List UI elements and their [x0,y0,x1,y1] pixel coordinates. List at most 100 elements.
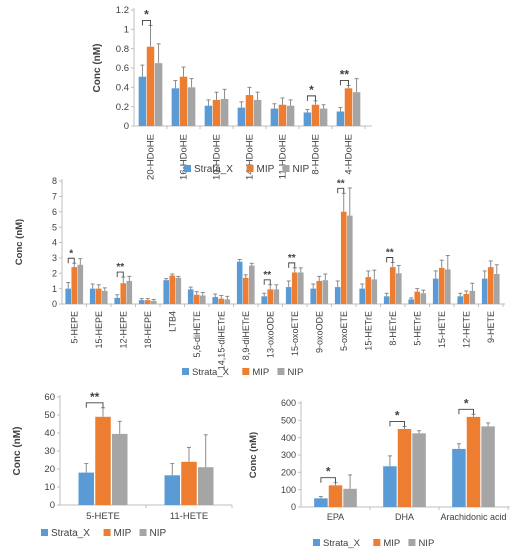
bar-mip-4 [169,275,176,304]
bar-mip-1 [179,76,188,126]
x-tick-label: 5-HETrE [412,311,422,346]
legend-label-mip: MIP [252,367,269,378]
x-tick-label: 14,15-diHETrE [216,311,226,370]
bar-mip-5 [193,294,200,304]
significance-bracket [116,271,124,278]
bar-strata_x-0 [138,76,147,126]
bar-strata_x-7 [236,261,243,304]
x-tick-label: DHA [395,512,414,522]
significance-label: ** [386,247,394,258]
bar-mip-5 [311,104,320,126]
bar-mip-11 [340,211,347,304]
bar-mip-4 [278,104,287,126]
significance-label: ** [263,270,271,281]
significance-bracket [389,420,405,427]
x-tick-label: 11-HDoHE [278,134,289,179]
y-tick-label: 0 [50,500,55,511]
y-tick-label: 0 [52,299,57,309]
bar-mip-1 [95,288,102,304]
significance-bracket [458,408,474,415]
legend-label-nip: NIP [418,538,434,549]
y-tick-label: 300 [281,450,296,460]
legend: Strata_X MIP NIP [41,528,167,539]
y-tick-label: 40 [44,428,55,439]
y-tick-label: 30 [44,446,55,457]
bar-strata_x-2 [114,297,121,304]
x-tick-label: Arachidonic acid [440,512,506,522]
significance-bracket [67,257,75,264]
bar-strata_x-12 [359,288,366,304]
y-tick-label: 10 [44,482,55,493]
bar-strata_x-1 [383,466,397,507]
legend-swatch-nip [277,368,285,375]
bar-strata_x-14 [408,299,415,304]
significance-label: * [144,7,149,21]
x-tick-label: LTB4 [167,311,177,332]
y-axis-title: Conc (nM) [12,427,23,476]
x-tick-label: 15-HETE [437,311,447,348]
x-tick-label: 9-oxoODE [314,311,324,353]
legend-swatch-nip [282,165,290,172]
significance-bracket [337,187,345,194]
x-tick-label: 8-HETrE [388,311,398,346]
bar-strata_x-15 [432,278,439,304]
legend-label-nip: NIP [293,164,310,175]
significance-label: * [309,83,314,97]
bar-strata_x-9 [285,287,292,304]
bar-nip-0 [154,63,163,126]
bar-nip-10 [322,280,329,304]
bar-nip-1 [101,290,108,304]
bar-nip-16 [469,290,476,304]
legend-swatch-mip [242,368,250,375]
legend-swatch-strata_x [41,529,48,536]
bar-nip-11 [346,215,353,304]
y-tick-label: 0.2 [116,102,129,113]
bar-strata_x-6 [336,111,345,126]
x-tick-label: 10-HDoHE [212,134,223,180]
bar-mip-2 [120,283,127,304]
bar-strata_x-5 [187,289,194,304]
bar-nip-15 [444,269,451,304]
bar-mip-8 [267,289,274,304]
x-tick-label: 8-HDoHE [311,134,322,175]
bar-nip-17 [493,274,500,304]
chart-4: 0 100 200 300 400 500 600 Conc (nM) EPA * DHA * Arac… [248,396,510,549]
bar-nip-1 [197,467,214,505]
y-tick-label: 60 [44,392,55,403]
chart-1: 0 0.2 0.4 0.6 0.8 1 1.2 Conc (nM) 20-HDoHE * 16-HD… [92,5,372,180]
y-tick-label: 7 [52,192,57,202]
bar-mip-2 [466,416,481,507]
x-tick-label: 12-HEPE [118,311,128,349]
y-tick-label: 0 [291,502,296,512]
y-tick-label: 100 [281,485,296,495]
x-tick-label: 14-HDoHE [245,134,256,180]
bar-nip-5 [319,108,328,126]
x-tick-label: EPA [327,512,344,522]
legend-swatch-mip [246,165,254,172]
bar-mip-9 [291,272,298,304]
bar-nip-9 [297,272,304,304]
significance-bracket [85,402,104,408]
legend-swatch-nip [139,529,147,536]
bar-strata_x-3 [237,107,246,126]
y-tick-label: 600 [281,398,296,408]
legend-swatch-mip [103,529,111,536]
bar-strata_x-8 [261,296,268,304]
bar-mip-6 [218,298,225,304]
bar-nip-13 [395,273,402,304]
significance-label: ** [288,253,296,264]
bar-strata_x-1 [171,88,180,126]
legend-label-mip: MIP [257,164,275,175]
bar-strata_x-11 [334,287,341,304]
bar-nip-14 [420,293,427,304]
bar-nip-6 [224,299,231,304]
y-tick-label: 500 [281,416,296,426]
bar-mip-15 [438,267,445,304]
bar-mip-16 [463,294,470,304]
x-tick-label: 15-oxoETE [290,311,300,356]
legend: Strata_X MIP NIP [313,538,434,549]
significance-label: ** [116,262,124,273]
bar-strata_x-6 [212,297,219,304]
y-axis-title: Conc (nM) [248,432,259,478]
